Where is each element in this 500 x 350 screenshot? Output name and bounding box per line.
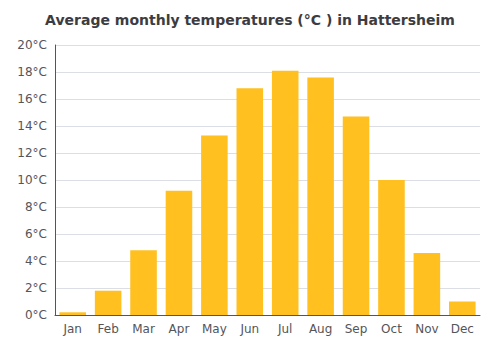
svg-text:Jun: Jun: [239, 322, 259, 336]
svg-text:2°C: 2°C: [25, 281, 47, 295]
svg-text:Feb: Feb: [98, 322, 119, 336]
svg-text:4°C: 4°C: [25, 254, 47, 268]
svg-text:Jan: Jan: [62, 322, 82, 336]
svg-text:14°C: 14°C: [17, 119, 47, 133]
svg-text:20°C: 20°C: [17, 38, 47, 52]
svg-text:Average monthly temperatures (: Average monthly temperatures (°C ) in Ha…: [45, 12, 455, 28]
svg-text:May: May: [202, 322, 227, 336]
svg-text:Apr: Apr: [169, 322, 190, 336]
svg-text:Oct: Oct: [381, 322, 402, 336]
svg-text:0°C: 0°C: [25, 308, 47, 322]
svg-text:8°C: 8°C: [25, 200, 47, 214]
svg-text:Aug: Aug: [309, 322, 332, 336]
svg-text:Jul: Jul: [277, 322, 292, 336]
svg-text:16°C: 16°C: [17, 92, 47, 106]
svg-text:Nov: Nov: [415, 322, 438, 336]
svg-text:12°C: 12°C: [17, 146, 47, 160]
svg-text:Sep: Sep: [345, 322, 368, 336]
svg-text:Dec: Dec: [451, 322, 474, 336]
svg-text:18°C: 18°C: [17, 65, 47, 79]
svg-text:6°C: 6°C: [25, 227, 47, 241]
svg-text:Mar: Mar: [132, 322, 155, 336]
svg-text:10°C: 10°C: [17, 173, 47, 187]
